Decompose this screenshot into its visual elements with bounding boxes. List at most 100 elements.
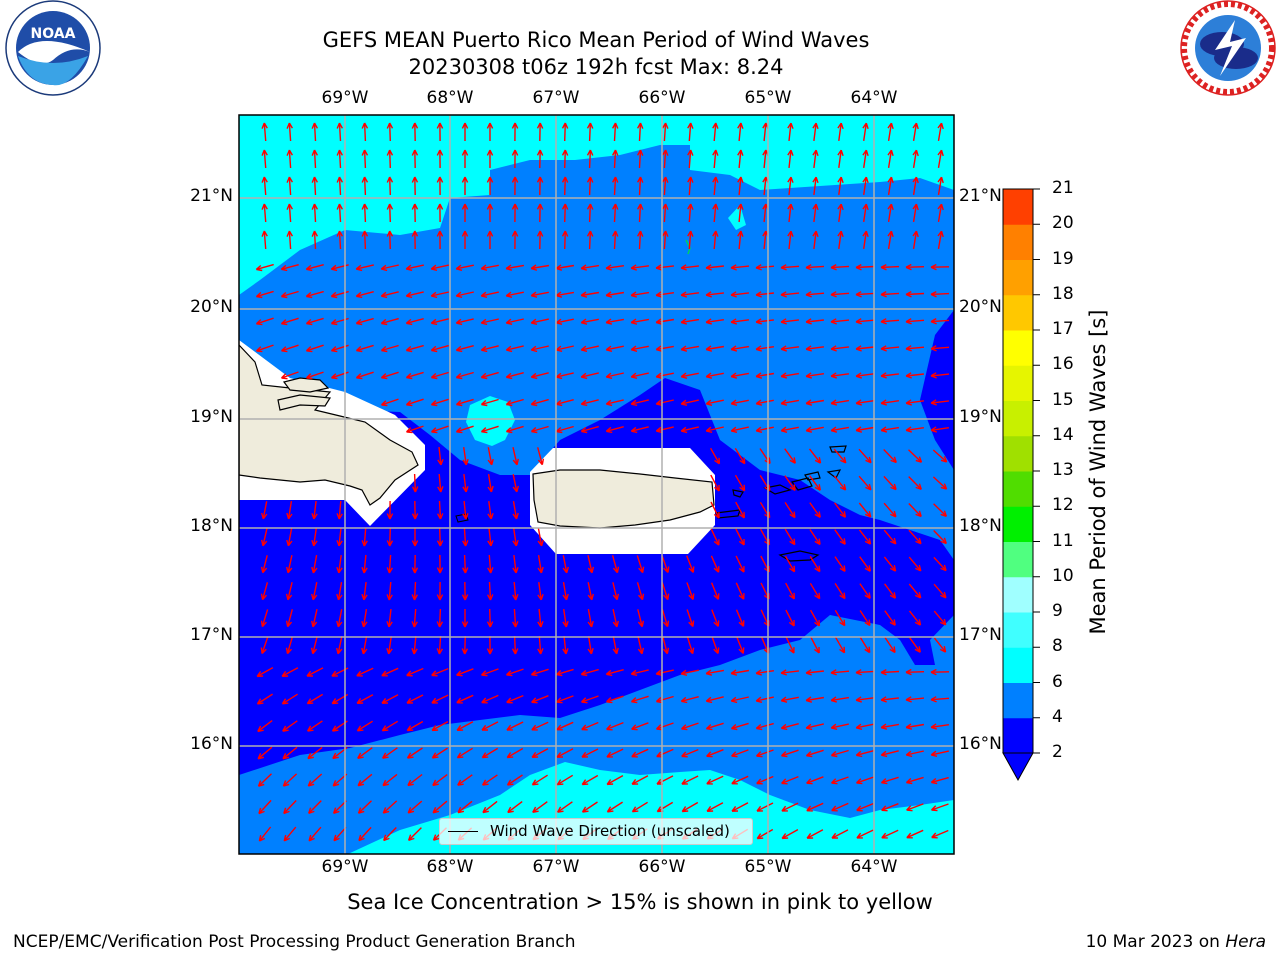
wave-direction-arrow (831, 776, 849, 785)
wave-direction-arrow (258, 826, 272, 842)
wave-direction-arrow (561, 176, 569, 196)
wave-direction-arrow (933, 583, 947, 599)
wave-direction-arrow (780, 291, 800, 298)
colorbar-segment (1003, 224, 1033, 260)
wave-direction-arrow (611, 176, 619, 196)
lon-label-top: 64°W (850, 88, 898, 108)
wave-direction-arrow (480, 264, 499, 271)
lat-label-left: 16°N (190, 734, 233, 754)
colorbar-segment (1003, 435, 1033, 472)
colorbar-tick-label: 19 (1052, 248, 1074, 269)
wave-direction-arrow (611, 203, 619, 223)
wave-direction-arrow (285, 609, 293, 628)
wave-direction-arrow (730, 696, 749, 704)
wave-direction-arrow (855, 723, 874, 730)
wave-direction-arrow (834, 609, 846, 627)
wave-direction-arrow (411, 554, 419, 574)
colorbar-segment (1003, 259, 1033, 296)
wave-direction-arrow (880, 263, 900, 271)
wave-direction-arrow (912, 149, 919, 169)
wave-direction-arrow (855, 372, 874, 379)
wave-direction-arrow (655, 426, 674, 434)
map-gridlines (239, 115, 954, 854)
wave-direction-arrow (883, 449, 897, 464)
wave-direction-arrow (784, 555, 796, 573)
wave-direction-arrow (809, 582, 821, 600)
wave-direction-arrow (908, 583, 922, 599)
wave-direction-arrow (282, 720, 298, 732)
wave-direction-arrow (630, 669, 649, 677)
colorbar-tick-label: 15 (1052, 389, 1074, 410)
wave-direction-arrow (381, 747, 398, 759)
wave-direction-arrow (486, 230, 494, 249)
wave-direction-arrow (455, 291, 474, 298)
wave-direction-arrow (905, 696, 925, 703)
wave-direction-arrow (311, 554, 318, 574)
wave-direction-arrow (755, 696, 774, 703)
wave-direction-arrow (487, 473, 494, 493)
wave-direction-arrow (880, 668, 900, 676)
wave-direction-arrow (686, 555, 695, 573)
wave-direction-arrow (407, 773, 423, 787)
wave-direction-arrow (530, 291, 549, 298)
wave-direction-arrow (930, 668, 950, 676)
wave-direction-arrow (355, 317, 374, 326)
wave-direction-arrow (505, 318, 524, 325)
wave-direction-arrow (631, 801, 648, 813)
wave-direction-arrow (859, 583, 871, 600)
wave-direction-arrow (830, 399, 850, 406)
wave-direction-arrow (880, 345, 900, 352)
legend-label: Wind Wave Direction (unscaled) (490, 822, 730, 840)
colorbar-tick-label: 12 (1052, 495, 1074, 516)
wave-direction-arrow (630, 399, 649, 407)
wave-direction-arrow (280, 371, 299, 380)
wave-direction-arrow (436, 581, 444, 601)
wave-direction-arrow (531, 774, 548, 786)
wave-direction-arrow (432, 800, 448, 814)
wave-direction-arrow (456, 668, 474, 677)
wave-direction-arrow (711, 636, 720, 655)
wave-direction-arrow (283, 826, 297, 842)
wave-direction-arrow (282, 773, 298, 787)
wave-direction-arrow (785, 636, 795, 654)
wave-direction-arrow (306, 720, 323, 732)
wave-direction-arrow (457, 774, 473, 786)
lat-label-right: 19°N (959, 407, 1002, 427)
wave-direction-arrow (480, 398, 499, 407)
wave-direction-arrow (383, 827, 397, 842)
wave-direction-arrow (630, 345, 649, 352)
wave-direction-arrow (806, 802, 824, 812)
noaa-logo-icon: NOAA (5, 0, 101, 96)
wave-direction-arrow (737, 176, 744, 196)
wave-direction-arrow (381, 667, 399, 677)
wave-direction-arrow (531, 695, 549, 704)
wave-direction-arrow (908, 449, 923, 463)
lat-label-left: 18°N (190, 516, 233, 536)
wave-direction-arrow (487, 501, 494, 520)
wave-direction-arrow (812, 149, 819, 168)
wave-direction-arrow (905, 263, 925, 271)
wave-direction-arrow (511, 608, 519, 628)
wave-direction-arrow (780, 318, 799, 325)
wave-direction-arrow (933, 610, 947, 626)
wave-direction-arrow (481, 694, 499, 704)
wave-direction-arrow (930, 345, 950, 352)
lat-label-right: 18°N (959, 516, 1002, 536)
colorbar-tick-label: 11 (1052, 530, 1074, 551)
wave-direction-arrow (536, 176, 544, 196)
wave-direction-arrow (357, 800, 372, 814)
wave-direction-arrow (710, 474, 720, 492)
wave-direction-arrow (880, 426, 900, 433)
wave-direction-arrow (511, 635, 519, 655)
wave-direction-arrow (905, 776, 924, 785)
wave-direction-arrow (511, 149, 519, 169)
wave-direction-arrow (712, 122, 719, 142)
wave-direction-arrow (532, 801, 548, 813)
wave-direction-arrow (580, 372, 599, 380)
wave-direction-arrow (780, 372, 800, 379)
wave-direction-arrow (905, 750, 924, 758)
wave-direction-arrow (361, 608, 368, 628)
wave-direction-arrow (631, 722, 649, 731)
wave-direction-arrow (311, 203, 319, 223)
wave-direction-arrow (436, 500, 444, 520)
